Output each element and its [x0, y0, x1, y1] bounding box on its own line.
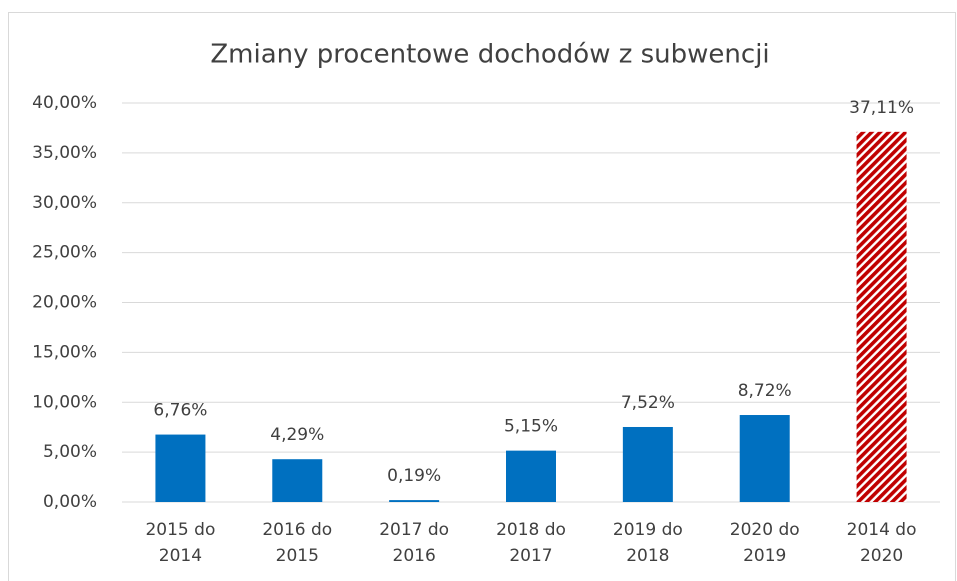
data-label: 37,11%	[849, 98, 914, 118]
x-tick-label: 2014 do 2020	[847, 520, 917, 566]
y-tick-label: 15,00%	[32, 342, 97, 362]
x-tick-line: 2019	[743, 546, 786, 566]
x-tick-line: 2015	[276, 546, 319, 566]
y-tick-label: 0,00%	[43, 492, 97, 512]
x-tick-line: 2014	[159, 546, 202, 566]
y-tick-label: 20,00%	[32, 293, 97, 313]
bar	[506, 450, 556, 502]
bar	[272, 459, 323, 502]
data-label: 8,72%	[738, 381, 792, 401]
bar	[389, 500, 440, 502]
x-tick-line: 2017	[509, 546, 552, 566]
bar	[622, 426, 673, 502]
x-tick-line: 2018	[626, 546, 669, 566]
data-label: 6,76%	[153, 401, 207, 421]
x-tick-line: 2019 do	[613, 520, 683, 540]
data-label: 4,29%	[270, 425, 324, 445]
y-tick-label: 30,00%	[32, 193, 97, 213]
x-tick-line: 2018 do	[496, 520, 566, 540]
x-tick-line: 2020	[860, 546, 903, 566]
y-tick-label: 5,00%	[43, 442, 97, 462]
y-tick-label: 10,00%	[32, 392, 97, 412]
x-tick-label: 2017 do 2016	[379, 520, 449, 566]
bar	[739, 415, 790, 502]
x-tick-line: 2020 do	[730, 520, 800, 540]
x-tick-label: 2020 do 2019	[730, 520, 800, 566]
chart-title: Zmiany procentowe dochodów z subwencji	[210, 40, 769, 70]
data-label: 5,15%	[504, 417, 558, 437]
y-tick-label: 25,00%	[32, 243, 97, 263]
x-tick-line: 2016	[393, 546, 436, 566]
y-tick-label: 35,00%	[32, 143, 97, 163]
x-tick-label: 2015 do 2014	[145, 520, 215, 566]
x-tick-line: 2014 do	[847, 520, 917, 540]
data-label: 7,52%	[621, 393, 675, 413]
chart-frame	[8, 12, 956, 581]
x-tick-line: 2016 do	[262, 520, 332, 540]
x-tick-line: 2017 do	[379, 520, 449, 540]
y-tick-label: 40,00%	[32, 93, 97, 113]
x-tick-label: 2016 do 2015	[262, 520, 332, 566]
x-tick-line: 2015 do	[145, 520, 215, 540]
bar	[856, 131, 907, 502]
bar	[155, 434, 206, 502]
x-tick-label: 2018 do 2017	[496, 520, 566, 566]
x-tick-label: 2019 do 2018	[613, 520, 683, 566]
data-label: 0,19%	[387, 466, 441, 486]
